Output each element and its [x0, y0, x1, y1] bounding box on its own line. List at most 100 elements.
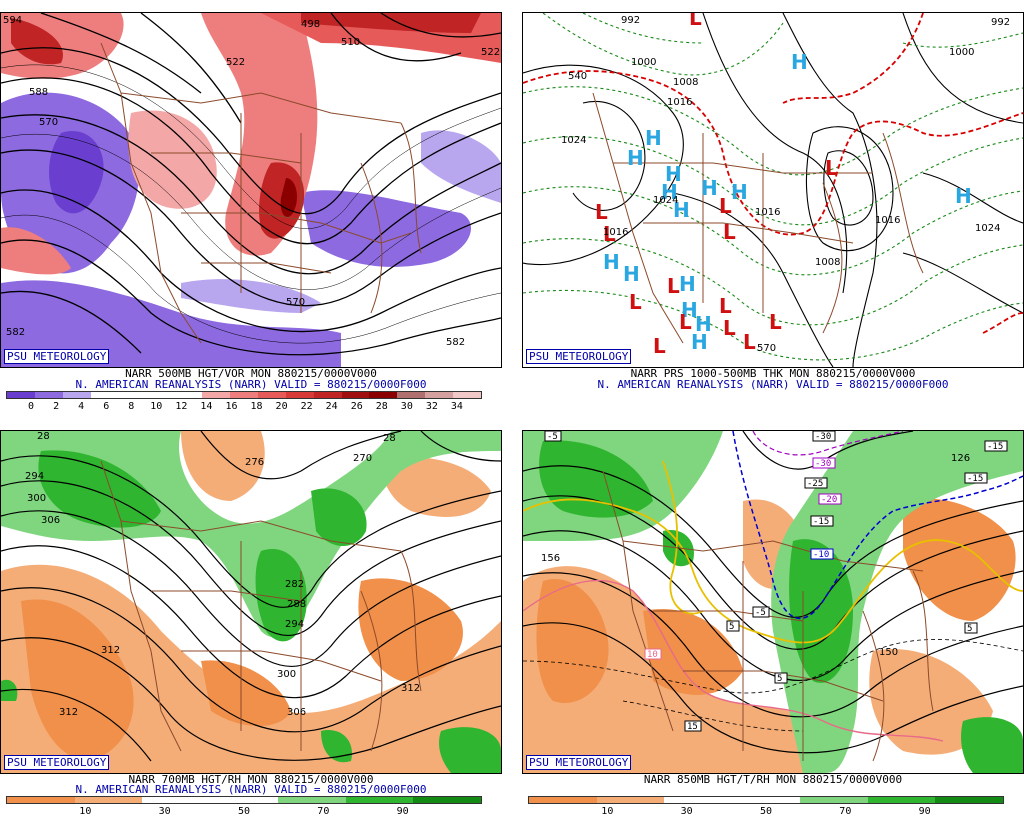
- svg-text:L: L: [679, 310, 692, 334]
- svg-text:L: L: [603, 222, 616, 246]
- svg-text:H: H: [731, 180, 748, 204]
- svg-text:1024: 1024: [653, 195, 678, 206]
- svg-text:L: L: [719, 294, 732, 318]
- color-bar-swatch: [453, 392, 481, 398]
- svg-text:L: L: [723, 316, 736, 340]
- color-bar-swatch: [230, 392, 258, 398]
- svg-text:H: H: [791, 50, 808, 74]
- svg-text:582: 582: [446, 337, 465, 348]
- color-bar-swatch: [7, 392, 35, 398]
- color-bar-tick-label: 34: [450, 401, 463, 412]
- svg-text:-15: -15: [987, 442, 1003, 452]
- svg-text:10: 10: [647, 650, 658, 660]
- svg-text:H: H: [701, 176, 718, 200]
- color-bar-tick-label: 30: [680, 806, 693, 817]
- psu-meteorology-badge: PSU METEOROLOGY: [526, 349, 632, 364]
- svg-text:-30: -30: [815, 459, 831, 469]
- svg-text:540: 540: [568, 71, 587, 82]
- svg-text:H: H: [603, 250, 620, 274]
- svg-text:5: 5: [967, 624, 972, 634]
- svg-text:L: L: [825, 156, 838, 180]
- panel-valid-line: N. AMERICAN REANALYSIS (NARR) VALID = 88…: [75, 783, 427, 796]
- svg-text:H: H: [679, 272, 696, 296]
- panel-title: NARR 500MB HGT/VOR MON 880215/0000V000: [125, 367, 377, 380]
- svg-text:H: H: [955, 184, 972, 208]
- color-bar-swatch: [369, 392, 398, 398]
- svg-text:498: 498: [301, 19, 320, 30]
- svg-text:H: H: [691, 330, 708, 354]
- panel-title: NARR 850MB HGT/T/RH MON 880215/0000V000: [643, 773, 903, 786]
- svg-text:306: 306: [41, 515, 60, 526]
- panel-title: NARR PRS 1000-500MB THK MON 880215/0000V…: [630, 367, 916, 380]
- svg-text:L: L: [769, 310, 782, 334]
- svg-text:L: L: [653, 334, 666, 358]
- svg-text:-15: -15: [967, 474, 983, 484]
- svg-text:992: 992: [991, 17, 1010, 28]
- color-bar-tick-label: 10: [79, 806, 92, 817]
- color-bar-tick-label: 4: [78, 401, 85, 412]
- color-bar-tick-label: 0: [28, 401, 35, 412]
- svg-text:1008: 1008: [673, 77, 698, 88]
- psu-meteorology-badge: PSU METEOROLOGY: [4, 349, 110, 364]
- svg-text:H: H: [695, 312, 712, 336]
- color-bar-swatch: [285, 392, 314, 398]
- color-bar-tick-label: 70: [839, 806, 852, 817]
- svg-text:270: 270: [353, 453, 372, 464]
- panel-valid-line: N. AMERICAN REANALYSIS (NARR) VALID = 88…: [597, 378, 949, 391]
- color-bar-swatch: [732, 797, 800, 803]
- svg-text:L: L: [595, 200, 608, 224]
- color-bar-ticks: 10 30 50 70 90: [6, 806, 482, 817]
- color-bar-tick-label: 20: [275, 401, 288, 412]
- svg-text:1016: 1016: [875, 215, 900, 226]
- color-bar-swatch: [277, 797, 346, 803]
- vorticity-map: 594 588 570 522 498 510 522 570 582 582: [1, 13, 501, 367]
- color-bar-swatch: [146, 392, 175, 398]
- svg-text:312: 312: [401, 683, 420, 694]
- color-bar-swatch: [413, 797, 481, 803]
- svg-text:1016: 1016: [603, 227, 628, 238]
- color-bar-swatch: [174, 392, 203, 398]
- panel-850mb-temp-rh: -5 -30 -30 -25 -20 -15 -10 -5 5 5 10 15 …: [522, 430, 1024, 830]
- svg-text:-25: -25: [807, 479, 823, 489]
- svg-text:L: L: [719, 194, 732, 218]
- svg-text:588: 588: [29, 87, 48, 98]
- color-bar-tick-label: 50: [759, 806, 773, 817]
- svg-text:28: 28: [383, 433, 396, 444]
- svg-text:300: 300: [277, 669, 296, 680]
- color-bar-swatch: [935, 797, 1003, 803]
- color-bar-swatch: [341, 392, 370, 398]
- color-bar-swatch: [799, 797, 868, 803]
- map-frame: H H H H H H H H H H H H H H H L L L L L: [522, 12, 1024, 368]
- svg-text:H: H: [645, 126, 662, 150]
- color-bar-swatch: [118, 392, 147, 398]
- svg-text:5: 5: [729, 622, 734, 632]
- svg-text:1016: 1016: [667, 97, 692, 108]
- color-bar-tick-label: 10: [150, 401, 163, 412]
- panel-slp-thickness: H H H H H H H H H H H H H H H L L L L L: [522, 12, 1024, 412]
- svg-text:L: L: [629, 290, 642, 314]
- svg-text:570: 570: [39, 117, 58, 128]
- svg-text:-5: -5: [547, 432, 558, 442]
- color-bar-tick-label: 6: [103, 401, 110, 412]
- svg-text:594: 594: [3, 15, 22, 26]
- color-bar-swatch: [425, 392, 453, 398]
- color-bar-swatch: [664, 797, 733, 803]
- color-bar-ticks: 10 30 50 70 90: [528, 806, 1004, 817]
- color-bar-swatch: [142, 797, 211, 803]
- color-bar: [528, 796, 1004, 804]
- color-bar-swatch: [257, 392, 286, 398]
- svg-text:1024: 1024: [561, 135, 586, 146]
- svg-text:H: H: [681, 298, 698, 322]
- color-bar-swatch: [313, 392, 342, 398]
- color-bar-swatch: [202, 392, 230, 398]
- svg-text:L: L: [689, 13, 702, 30]
- svg-text:-20: -20: [821, 495, 837, 505]
- svg-text:1008: 1008: [815, 257, 840, 268]
- color-bar-tick-label: 32: [425, 401, 438, 412]
- svg-text:H: H: [665, 162, 682, 186]
- svg-text:992: 992: [621, 15, 640, 26]
- color-bar-tick-label: 22: [300, 401, 313, 412]
- svg-text:28: 28: [37, 431, 50, 442]
- color-bar-tick-label: 30: [158, 806, 171, 817]
- svg-text:1024: 1024: [975, 223, 1000, 234]
